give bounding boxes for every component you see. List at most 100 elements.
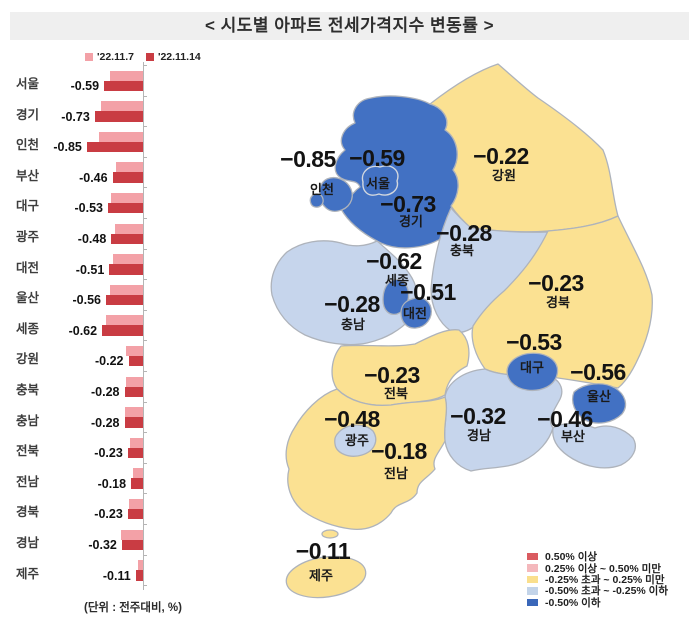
bar-prev-week [113, 254, 143, 265]
map-legend-swatch [527, 564, 538, 572]
bar-curr-week [112, 172, 143, 183]
axis-tick [143, 95, 147, 97]
page-title: < 시도별 아파트 전세가격지수 변동률 > [10, 12, 689, 40]
bar-prev-week [133, 468, 143, 479]
bar-value-label: -0.28 [91, 385, 120, 399]
bar-value-label: -0.48 [77, 232, 107, 246]
map-legend: 0.50% 이상 0.25% 이상 ~ 0.50% 미만 -0.25% 초과 ~ 0… [527, 551, 668, 609]
map-region-busan [552, 422, 636, 469]
bar-prev-week [99, 131, 143, 142]
axis-tick [143, 65, 147, 66]
axis-tick [143, 340, 147, 342]
bar-region-label: 세종 [16, 321, 40, 336]
bar-region-label: 전북 [16, 444, 40, 459]
bar-curr-week [135, 570, 143, 581]
bar-curr-week [94, 111, 143, 122]
bar-curr-week [111, 233, 143, 244]
map-legend-row: -0.50% 초과 ~ -0.25% 이하 [527, 585, 668, 598]
map-island-incheon [309, 193, 324, 208]
bar-prev-week [125, 407, 143, 418]
bar-curr-week [121, 539, 143, 550]
bar-value-label: -0.59 [70, 79, 100, 93]
axis-tick [143, 493, 147, 495]
bar-value-label: -0.22 [95, 354, 124, 369]
axis-tick [143, 279, 147, 281]
bar-value-label: -0.28 [91, 415, 120, 430]
axis-tick [143, 218, 147, 219]
bar-region-label: 경기 [16, 107, 40, 122]
axis-tick [143, 585, 147, 587]
axis-tick [143, 248, 147, 250]
map-legend-swatch [527, 598, 538, 606]
bar-curr-week [102, 325, 143, 336]
bar-value-label: -0.46 [79, 170, 108, 185]
axis-tick [143, 187, 147, 189]
bar-curr-week [86, 141, 143, 153]
map-region-jeonnam [285, 388, 448, 531]
bar-curr-week [128, 355, 143, 367]
bar-value-label: -0.51 [75, 262, 105, 277]
map-legend-label: -0.25% 초과 ~ 0.25% 미만 [545, 573, 665, 586]
bar-region-label: 부산 [16, 168, 40, 183]
bar-prev-week [100, 101, 143, 112]
bar-curr-week [127, 508, 143, 520]
bar-region-label: 충남 [16, 413, 40, 428]
bar-chart-axis [143, 62, 144, 590]
bar-prev-week [110, 284, 143, 295]
bar-region-label: 전남 [16, 474, 40, 489]
map-region-seoul [361, 165, 399, 196]
map-legend-swatch [527, 552, 538, 561]
map-region-daejeon [400, 296, 432, 329]
bar-value-label: -0.23 [94, 446, 123, 461]
bar-value-label: -0.85 [53, 140, 82, 155]
bar-chart-legend: '22.11.7 '22.11.14 [85, 51, 213, 63]
map-legend-row: 0.50% 이상 [527, 551, 668, 563]
bar-value-label: -0.56 [72, 293, 102, 308]
bar-value-label: -0.23 [94, 507, 123, 522]
bar-prev-week [114, 223, 143, 234]
map-region-ulsan [571, 383, 627, 424]
bar-prev-week [121, 529, 143, 540]
map-legend-row: 0.25% 이상 ~ 0.50% 미만 [527, 562, 668, 575]
legend-swatch-prev-week [85, 53, 93, 61]
map-legend-row: -0.25% 초과 ~ 0.25% 미만 [527, 573, 668, 586]
axis-tick [143, 156, 147, 158]
axis-tick [143, 371, 147, 372]
bar-region-label: 대전 [16, 260, 40, 275]
bar-region-label: 경남 [16, 536, 40, 550]
bar-prev-week [125, 376, 143, 387]
bar-region-label: 인천 [16, 138, 40, 153]
axis-tick [143, 432, 147, 434]
legend-swatch-curr-week [145, 53, 154, 61]
map-legend-label: -0.50% 이하 [545, 596, 601, 609]
map-region-gwangju [334, 424, 377, 457]
bar-curr-week [127, 447, 143, 459]
legend-label-prev-week: '22.11.7 [97, 51, 134, 63]
bar-curr-week [124, 417, 143, 428]
bar-value-label: -0.11 [102, 568, 131, 583]
axis-tick [143, 524, 147, 525]
map-region-incheon [319, 176, 353, 212]
bar-curr-week [106, 294, 143, 306]
korea-map [270, 63, 653, 599]
bar-region-label: 제주 [16, 566, 40, 581]
axis-tick [143, 554, 147, 556]
map-legend-row: -0.50% 이하 [527, 596, 668, 609]
bar-value-label: -0.53 [74, 201, 104, 216]
bar-prev-week [111, 192, 143, 203]
bar-region-label: 광주 [16, 230, 40, 244]
axis-tick [143, 462, 147, 464]
axis-tick [143, 126, 147, 128]
bar-prev-week [129, 498, 143, 509]
bar-chart: 서울 -0.59 경기 -0.73 인천 -0.85 부산 -0.46 대구 -0.53 광주 -0.… [0, 0, 200, 590]
bar-prev-week [106, 315, 143, 326]
bar-prev-week [115, 162, 143, 173]
map-legend-label: -0.50% 초과 ~ -0.25% 이하 [545, 585, 668, 598]
bar-prev-week [110, 70, 143, 81]
bar-prev-week [125, 345, 143, 356]
axis-tick [143, 401, 147, 403]
bar-region-label: 경북 [16, 505, 40, 520]
bar-value-label: -0.62 [68, 323, 98, 338]
bar-curr-week [109, 264, 143, 275]
